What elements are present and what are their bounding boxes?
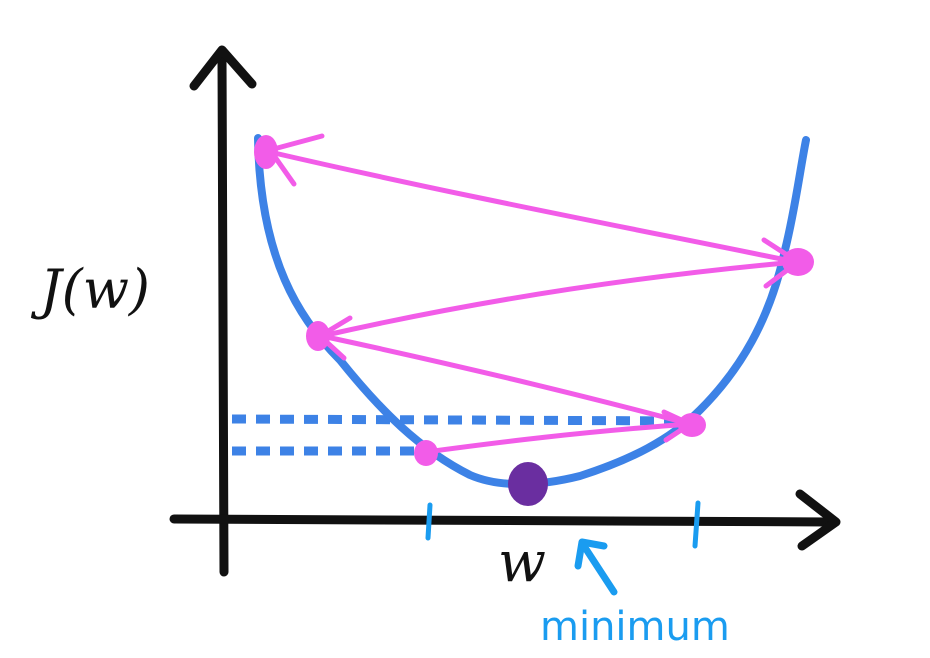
step-2 xyxy=(319,333,693,427)
x-axis xyxy=(169,514,837,527)
x-tick-left xyxy=(425,502,433,541)
step-point-4 xyxy=(254,135,278,169)
y-axis-arrowhead-icon xyxy=(189,45,257,91)
step-point-2 xyxy=(306,321,330,351)
step-3 xyxy=(319,259,799,339)
step-1 xyxy=(423,421,693,455)
y-axis xyxy=(217,53,229,577)
cost-curve xyxy=(254,134,810,489)
step-point-1 xyxy=(414,440,438,466)
step-point-3 xyxy=(782,248,814,276)
minimum-point xyxy=(508,462,548,506)
dotted-guide-upper xyxy=(231,414,691,426)
y-axis-label: J(w) xyxy=(40,258,151,321)
axes xyxy=(169,45,841,577)
x-tick-right xyxy=(692,500,701,549)
step-point-1b xyxy=(678,413,706,437)
x-ticks xyxy=(425,500,701,549)
step-4 xyxy=(267,149,799,265)
minimum-annotation: minimum xyxy=(540,604,730,650)
x-axis-label: w xyxy=(498,530,546,595)
x-axis-arrowhead-icon xyxy=(795,489,841,551)
dotted-guides xyxy=(231,414,691,456)
step-points xyxy=(254,135,814,466)
arrow-up-left-icon xyxy=(574,538,618,596)
descent-steps xyxy=(267,133,801,455)
